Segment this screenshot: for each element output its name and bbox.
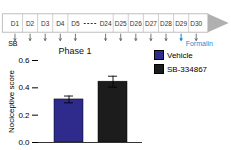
html-text:Phase 1: Phase 1 <box>58 46 92 56</box>
svg-text:D4: D4 <box>56 20 65 27</box>
svg-text:D25: D25 <box>115 20 127 27</box>
svg-text:D27: D27 <box>145 20 157 27</box>
html-text:Vehicle: Vehicle <box>167 50 193 60</box>
svg-text:0.6: 0.6 <box>18 56 30 65</box>
svg-text:D1: D1 <box>11 20 20 27</box>
svg-text:D30: D30 <box>190 20 202 27</box>
svg-text:Nociceptive score: Nociceptive score <box>7 69 16 133</box>
svg-text:SB: SB <box>8 40 18 46</box>
html-text:SB-334867: SB-334867 <box>167 64 207 74</box>
svg-text:D26: D26 <box>130 20 142 27</box>
svg-text:D5: D5 <box>71 20 80 27</box>
svg-text:0.2: 0.2 <box>18 111 30 120</box>
svg-text:Formalin: Formalin <box>186 40 213 46</box>
svg-text:D2: D2 <box>26 20 35 27</box>
svg-text:D24: D24 <box>100 20 112 27</box>
svg-text:D28: D28 <box>160 20 172 27</box>
svg-text:0.4: 0.4 <box>18 83 30 92</box>
svg-text:D3: D3 <box>41 20 50 27</box>
svg-text:D29: D29 <box>175 20 187 27</box>
svg-text:0.0: 0.0 <box>18 138 30 147</box>
